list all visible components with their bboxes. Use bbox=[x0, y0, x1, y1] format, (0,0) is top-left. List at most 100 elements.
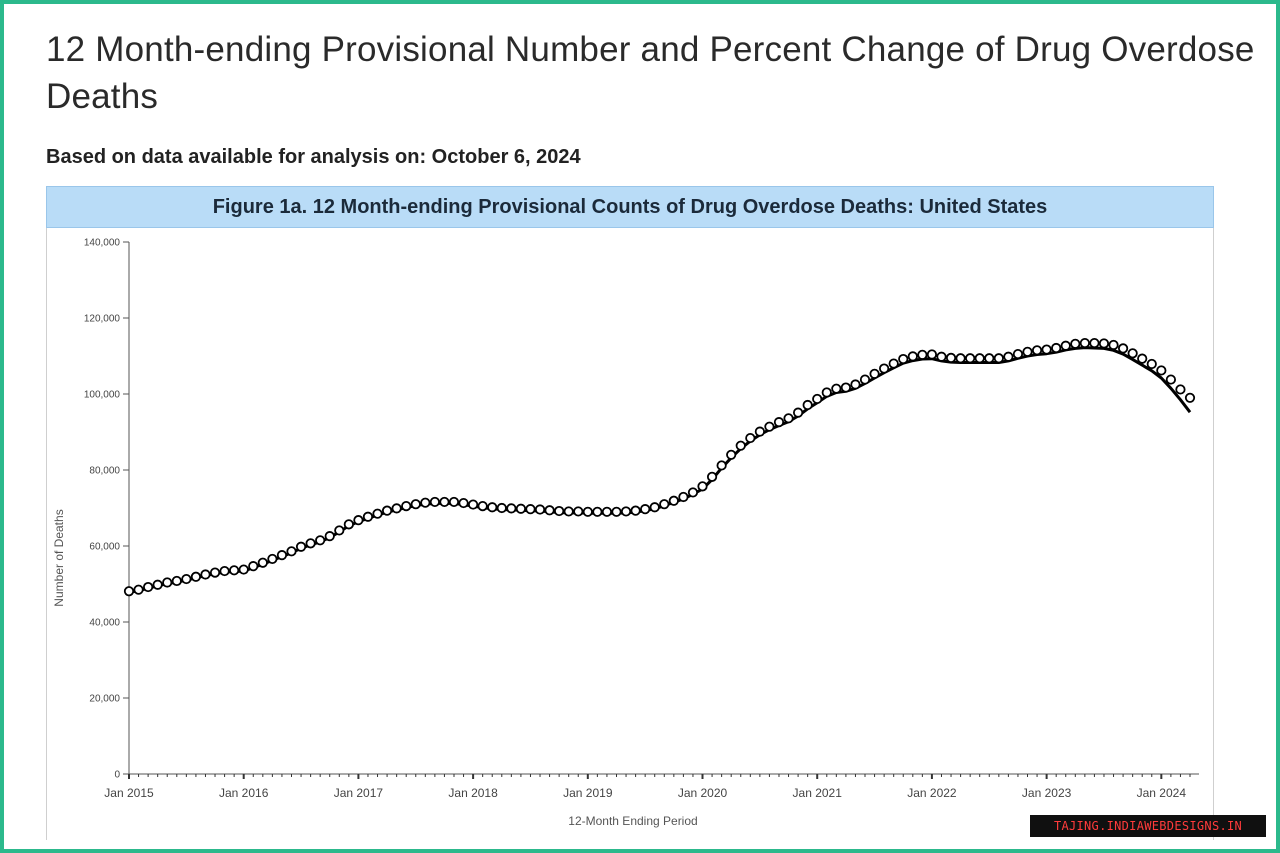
predicted-point bbox=[754, 426, 765, 437]
x-tick-label: Jan 2021 bbox=[793, 786, 843, 800]
predicted-point bbox=[620, 506, 632, 517]
data-availability-note: Based on data available for analysis on:… bbox=[46, 146, 581, 168]
figure-title: Figure 1a. 12 Month-ending Provisional C… bbox=[212, 195, 1048, 218]
predicted-point bbox=[496, 502, 507, 514]
x-tick-label: Jan 2018 bbox=[448, 786, 498, 800]
predicted-point bbox=[869, 368, 880, 379]
predicted-point bbox=[993, 353, 1004, 364]
predicted-point bbox=[1117, 343, 1129, 354]
predicted-point bbox=[1041, 344, 1052, 355]
predicted-point bbox=[420, 497, 431, 508]
x-tick-label: Jan 2017 bbox=[334, 786, 384, 800]
predicted-point bbox=[209, 567, 221, 578]
predicted-point bbox=[1003, 351, 1014, 362]
y-tick-label: 40,000 bbox=[89, 618, 120, 629]
predicted-point bbox=[783, 413, 794, 424]
predicted-point bbox=[1127, 348, 1138, 359]
x-axis-title: 12-Month Ending Period bbox=[568, 814, 697, 828]
predicted-point bbox=[248, 561, 259, 572]
predicted-point bbox=[1031, 345, 1043, 356]
x-tick-label: Jan 2015 bbox=[104, 786, 154, 800]
predicted-point bbox=[1165, 374, 1176, 385]
predicted-point bbox=[974, 353, 985, 364]
predicted-point bbox=[1108, 339, 1119, 351]
predicted-point bbox=[391, 503, 402, 514]
predicted-point bbox=[534, 504, 546, 515]
predicted-point bbox=[238, 564, 249, 575]
predicted-point bbox=[955, 353, 966, 364]
predicted-point bbox=[257, 557, 268, 568]
predicted-point bbox=[267, 553, 278, 565]
predicted-point bbox=[917, 349, 928, 360]
predicted-point bbox=[735, 440, 746, 451]
predicted-point bbox=[821, 387, 832, 398]
predicted-point bbox=[468, 499, 479, 510]
y-tick-label: 100,000 bbox=[84, 390, 121, 401]
predicted-point bbox=[1098, 338, 1110, 349]
watermark: TAJING.INDIAWEBDESIGNS.IN bbox=[1030, 815, 1266, 837]
predicted-point bbox=[984, 353, 995, 364]
predicted-point bbox=[1175, 384, 1186, 395]
predicted-point bbox=[563, 506, 574, 517]
predicted-point bbox=[162, 577, 173, 588]
predicted-point bbox=[1060, 340, 1071, 351]
predicted-point bbox=[448, 496, 460, 508]
predicted-point bbox=[592, 506, 603, 517]
predicted-point bbox=[219, 565, 230, 577]
predicted-point bbox=[286, 546, 297, 557]
predicted-point bbox=[859, 374, 871, 385]
predicted-point bbox=[687, 487, 699, 498]
predicted-point bbox=[353, 515, 364, 526]
y-tick-label: 20,000 bbox=[89, 694, 120, 705]
predicted-point bbox=[410, 499, 421, 510]
y-tick-label: 140,000 bbox=[84, 238, 121, 249]
predicted-point bbox=[190, 571, 202, 582]
predicted-point bbox=[764, 421, 775, 432]
predicted-point bbox=[1012, 349, 1024, 360]
predicted-point bbox=[458, 497, 469, 509]
predicted-point bbox=[879, 363, 890, 374]
predicted-point bbox=[726, 449, 737, 460]
predicted-point bbox=[439, 496, 450, 508]
predicted-point bbox=[773, 417, 785, 428]
page-title: 12 Month-ending Provisional Number and P… bbox=[46, 30, 1255, 116]
predicted-point bbox=[601, 506, 613, 517]
overdose-deaths-chart: 0 20,000 40,000 60,000 80,000 100,000 120,000 1… bbox=[52, 238, 1199, 828]
predicted-point bbox=[343, 519, 354, 530]
predicted-point bbox=[649, 502, 660, 513]
y-tick-label: 60,000 bbox=[89, 542, 120, 553]
predicted-point bbox=[123, 586, 135, 597]
predicted-point bbox=[305, 538, 316, 549]
predicted-point bbox=[831, 383, 842, 394]
predicted-point bbox=[965, 353, 976, 364]
predicted-point bbox=[362, 511, 374, 522]
predicted-point bbox=[401, 500, 412, 512]
reported-series-line bbox=[128, 346, 1192, 594]
predicted-point bbox=[611, 506, 622, 517]
predicted-point bbox=[888, 358, 899, 369]
predicted-point bbox=[324, 531, 335, 542]
predicted-point bbox=[1070, 338, 1081, 349]
predicted-point bbox=[907, 351, 918, 362]
predicted-point bbox=[429, 496, 440, 508]
predicted-point bbox=[315, 535, 326, 546]
predicted-point bbox=[515, 503, 527, 514]
predicted-point bbox=[945, 352, 957, 363]
predicted-point bbox=[487, 502, 498, 513]
predicted-point bbox=[697, 481, 708, 492]
predicted-point bbox=[1156, 365, 1167, 376]
predicted-point bbox=[1079, 337, 1090, 349]
y-tick-label: 120,000 bbox=[84, 314, 121, 325]
predicted-point bbox=[1022, 346, 1033, 357]
x-tick-label: Jan 2020 bbox=[678, 786, 728, 800]
predicted-point bbox=[1089, 337, 1100, 349]
predicted-point bbox=[554, 505, 565, 517]
predicted-point bbox=[334, 525, 345, 536]
x-tick-label: Jan 2022 bbox=[907, 786, 957, 800]
predicted-point bbox=[668, 495, 679, 506]
x-tick-label: Jan 2023 bbox=[1022, 786, 1072, 800]
predicted-point bbox=[152, 579, 163, 590]
predicted-point bbox=[477, 500, 488, 512]
predicted-point bbox=[659, 499, 670, 510]
y-tick-label: 80,000 bbox=[89, 466, 120, 477]
